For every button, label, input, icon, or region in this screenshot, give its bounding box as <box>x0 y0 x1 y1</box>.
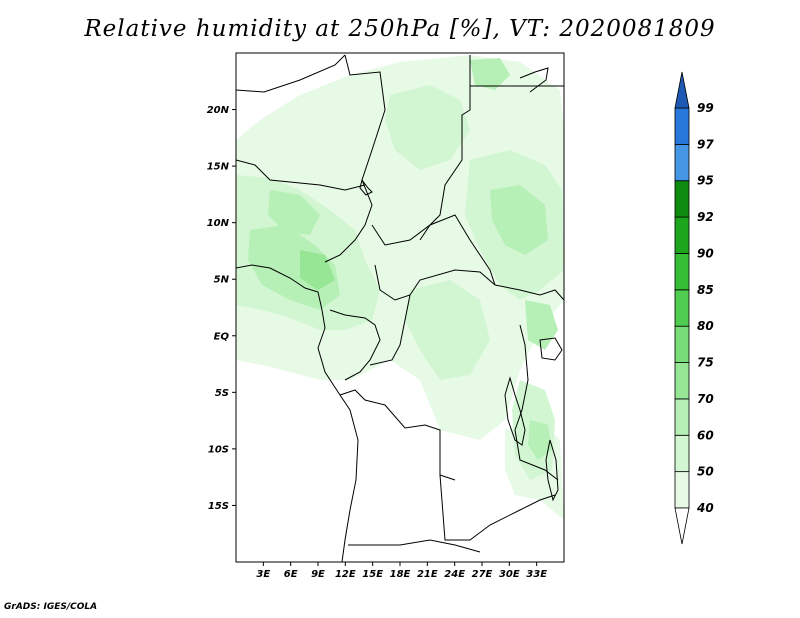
colorbar-label: 80 <box>697 319 714 333</box>
lat-tick-label: 10N <box>207 218 230 229</box>
border-car <box>371 214 496 286</box>
border-car-south <box>374 264 496 301</box>
lon-tick-label: 3E <box>256 569 270 580</box>
lake-malawi <box>545 439 559 502</box>
lat-tick-label: 5N <box>214 275 230 286</box>
colorbar-label: 40 <box>696 501 714 515</box>
humidity-field <box>236 55 564 520</box>
lon-tick-label: 18E <box>390 569 411 580</box>
border-angola-north <box>339 389 456 481</box>
lake-chad <box>359 178 373 196</box>
colorbar-segment <box>674 107 690 145</box>
rh-region-congo <box>405 280 490 380</box>
colorbar-segment <box>674 362 690 400</box>
colorbar-bottom-arrow <box>674 507 690 545</box>
border-drc-north <box>494 284 564 301</box>
lon-tick-label: 21E <box>417 569 438 580</box>
colorbar-label: 50 <box>697 465 714 479</box>
lat-tick-label: EQ <box>214 331 230 342</box>
colorbar-label: 60 <box>697 428 714 442</box>
rh-region-central <box>385 85 470 170</box>
lat-tick-label: 15S <box>208 501 229 512</box>
border-drc-west <box>369 294 411 366</box>
lat-tick-label: 15N <box>207 162 230 173</box>
border-congo <box>329 309 381 381</box>
border-tanzania <box>514 324 559 481</box>
border-angola-south <box>348 539 481 553</box>
colorbar-label: 92 <box>697 210 714 224</box>
lon-tick-label: 9E <box>311 569 325 580</box>
colorbar-segment <box>674 180 690 218</box>
lake-victoria <box>539 337 563 361</box>
lon-tick-label: 6E <box>284 569 298 580</box>
rh-patch-uganda <box>525 300 558 350</box>
colorbar-segment <box>674 143 690 182</box>
colorbar-segment <box>674 216 690 254</box>
colorbar-label: 85 <box>697 283 714 297</box>
colorbar-label: 99 <box>697 101 714 115</box>
rh-patch-nigeria <box>268 190 320 235</box>
rh-patch-rwanda <box>528 420 552 460</box>
colorbar-label: 70 <box>697 392 714 406</box>
colorbar-top-arrow <box>674 71 690 109</box>
country-borders <box>236 54 564 562</box>
rh-patch-sudan <box>490 185 548 255</box>
colorbar-segment <box>674 253 690 291</box>
colorbar-label: 95 <box>697 174 714 188</box>
border-niger-nigeria <box>236 159 366 191</box>
rh-patch-gabon <box>300 250 335 290</box>
chart-title: Relative humidity at 250hPa [%], VT: 202… <box>84 16 716 42</box>
lon-tick-label: 30E <box>499 569 520 580</box>
lat-tick-label: 5S <box>215 388 229 399</box>
lon-tick-label: 12E <box>335 569 356 580</box>
border-zambia <box>439 474 556 541</box>
colorbar-segment <box>674 398 690 436</box>
colorbar-label: 90 <box>697 246 714 260</box>
lon-tick-label: 15E <box>362 569 383 580</box>
lake-tanganyika <box>504 376 526 446</box>
lat-tick-label: 20N <box>207 105 230 116</box>
colorbar: 40 50 60 70 75 80 85 90 92 95 97 99 <box>674 71 714 545</box>
lat-tick-label: 10S <box>208 444 229 455</box>
coast-nile-delta <box>519 67 549 93</box>
colorbar-segment <box>674 325 690 363</box>
grads-credit: GrADS: IGES/COLA <box>4 602 98 612</box>
colorbar-label: 97 <box>697 137 714 151</box>
lon-tick-label: 33E <box>526 569 547 580</box>
rh-patch-sahara <box>470 58 510 90</box>
colorbar-segment <box>674 471 690 509</box>
colorbar-segment <box>674 434 690 473</box>
coastline-west <box>236 264 359 562</box>
lon-tick-label: 24E <box>444 569 465 580</box>
border-egypt-libya <box>236 54 346 93</box>
latitude-axis: 20N 15N 10N 5N EQ 5S 10S 15S <box>207 105 236 512</box>
longitude-axis: 3E 6E 9E 12E 15E 18E 21E 24E 27E 30E 33E <box>256 562 547 580</box>
lon-tick-label: 27E <box>472 569 493 580</box>
colorbar-segment <box>674 289 690 327</box>
colorbar-label: 75 <box>697 356 714 370</box>
border-chad-east <box>419 55 471 241</box>
